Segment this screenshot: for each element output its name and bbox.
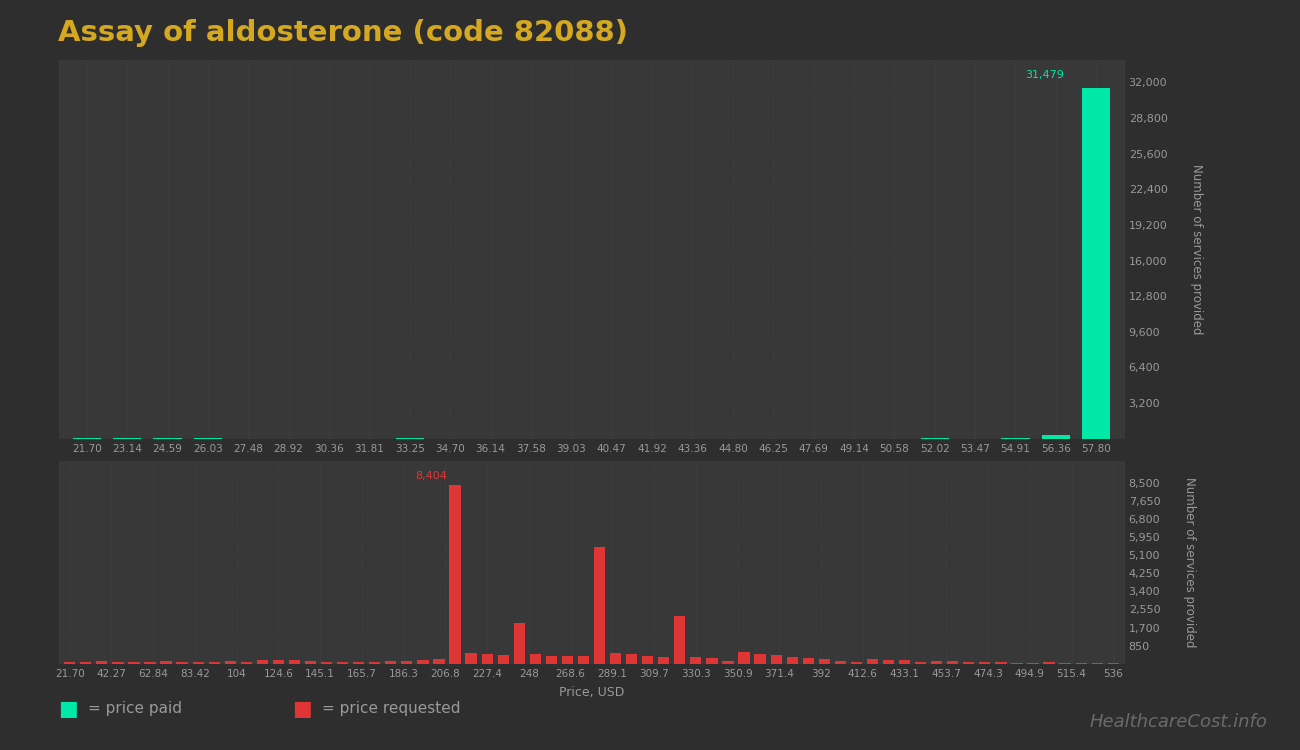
Text: HealthcareCost.info: HealthcareCost.info — [1089, 713, 1268, 731]
Text: 8,404: 8,404 — [415, 472, 447, 482]
Y-axis label: Number of services provided: Number of services provided — [1190, 164, 1202, 334]
X-axis label: Price, USD: Price, USD — [559, 686, 624, 699]
X-axis label: Price, USD: Price, USD — [559, 461, 624, 474]
Bar — [754, 653, 766, 664]
Bar — [1044, 662, 1054, 664]
Bar — [690, 657, 702, 664]
Bar — [723, 661, 733, 664]
Bar — [481, 654, 493, 664]
Bar — [979, 662, 991, 664]
Bar — [306, 662, 316, 664]
Bar — [81, 662, 91, 664]
Bar — [948, 661, 958, 664]
Bar — [1082, 88, 1110, 439]
Bar — [835, 661, 846, 664]
Bar — [1092, 663, 1102, 664]
Bar — [883, 660, 894, 664]
Bar — [321, 662, 333, 664]
Bar — [1027, 663, 1039, 664]
Bar — [160, 662, 172, 664]
Bar — [529, 654, 541, 664]
Bar — [867, 658, 878, 664]
Bar — [610, 653, 621, 664]
Bar — [433, 659, 445, 664]
Bar — [931, 661, 942, 664]
Bar — [802, 658, 814, 664]
Bar — [771, 655, 781, 664]
Bar — [240, 662, 252, 664]
Bar — [1041, 435, 1070, 439]
Bar — [915, 662, 926, 664]
Bar — [417, 660, 429, 664]
Bar — [675, 616, 685, 664]
Bar — [627, 654, 637, 664]
Bar — [546, 656, 556, 664]
Bar — [257, 660, 268, 664]
Bar — [1011, 663, 1023, 664]
Text: 31,479: 31,479 — [1026, 70, 1063, 80]
Bar — [96, 661, 108, 664]
Bar — [385, 661, 396, 664]
Text: ■: ■ — [292, 699, 312, 718]
Bar — [289, 660, 300, 664]
Bar — [738, 652, 750, 664]
Bar — [225, 661, 235, 664]
Bar — [963, 662, 975, 664]
Bar — [450, 484, 460, 664]
Bar — [129, 662, 139, 664]
Text: = price paid: = price paid — [88, 701, 182, 716]
Bar — [996, 662, 1006, 664]
Bar — [402, 662, 412, 664]
Bar — [208, 662, 220, 664]
Bar — [786, 656, 798, 664]
Text: Assay of aldosterone (code 82088): Assay of aldosterone (code 82088) — [58, 19, 628, 46]
Bar — [64, 662, 75, 664]
Bar — [658, 657, 670, 664]
Bar — [192, 662, 204, 664]
Bar — [354, 662, 364, 664]
Bar — [562, 656, 573, 664]
Bar — [850, 662, 862, 664]
Text: = price requested: = price requested — [322, 701, 461, 716]
Bar — [369, 662, 381, 664]
Bar — [144, 662, 156, 664]
Bar — [819, 658, 829, 664]
Bar — [153, 438, 182, 439]
Bar — [465, 653, 477, 664]
Y-axis label: Number of services provided: Number of services provided — [1183, 477, 1196, 648]
Bar — [1060, 663, 1071, 664]
Bar — [642, 656, 654, 664]
Bar — [112, 662, 124, 664]
Bar — [177, 662, 187, 664]
Bar — [337, 662, 348, 664]
Bar — [1075, 663, 1087, 664]
Bar — [273, 660, 285, 664]
Text: ■: ■ — [58, 699, 78, 718]
Bar — [898, 660, 910, 664]
Bar — [706, 658, 718, 664]
Bar — [498, 656, 508, 664]
Bar — [578, 656, 589, 664]
Bar — [594, 547, 604, 664]
Bar — [514, 623, 525, 664]
